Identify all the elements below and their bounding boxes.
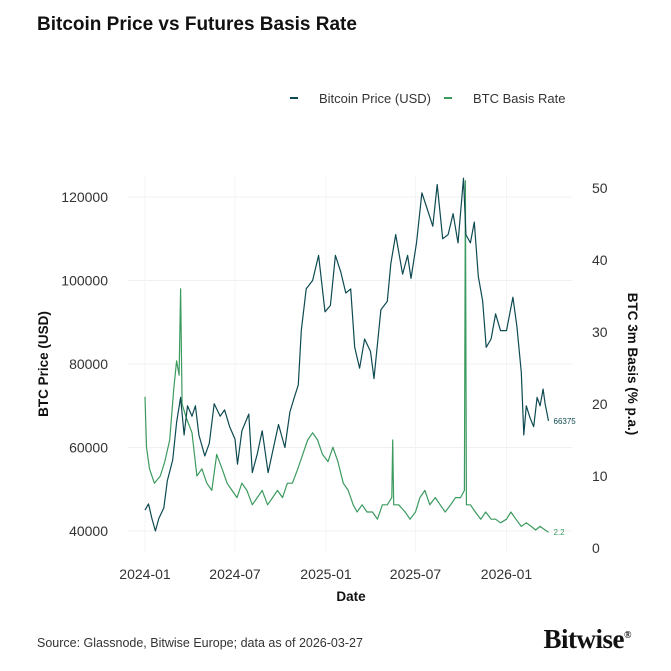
bitwise-logo: Bitwise® xyxy=(543,624,632,654)
source-note: Source: Glassnode, Bitwise Europe; data … xyxy=(37,636,363,650)
y-right-tick-label: 30 xyxy=(592,324,608,340)
legend-label: BTC Basis Rate xyxy=(473,91,565,106)
y-right-tick-label: 50 xyxy=(592,180,608,196)
y-left-tick-label: 80000 xyxy=(69,356,108,372)
y-right-tick-label: 20 xyxy=(592,396,608,412)
axes: 40000 60000 80000 100000 120000 0 10 20 30 40 50 20… xyxy=(36,180,640,604)
y-left-tick-label: 100000 xyxy=(61,273,108,289)
y-left-axis-label: BTC Price (USD) xyxy=(36,311,51,417)
y-left-tick-label: 120000 xyxy=(61,189,108,205)
x-tick-label: 2025-07 xyxy=(390,566,442,582)
chart-title: Bitcoin Price vs Futures Basis Rate xyxy=(37,14,357,35)
x-tick-label: 2024-07 xyxy=(209,566,261,582)
y-right-axis-label: BTC 3m Basis (% p.a.) xyxy=(625,293,640,436)
y-left-tick-label: 40000 xyxy=(69,523,108,539)
legend-label: Bitcoin Price (USD) xyxy=(319,91,431,106)
y-right-tick-label: 10 xyxy=(592,468,608,484)
y-right-tick-label: 40 xyxy=(592,252,608,268)
y-right-tick-label: 0 xyxy=(592,540,600,556)
x-tick-label: 2026-01 xyxy=(481,566,533,582)
x-tick-label: 2024-01 xyxy=(119,566,171,582)
y-left-tick-label: 60000 xyxy=(69,440,108,456)
legend: Bitcoin Price (USD) BTC Basis Rate xyxy=(290,91,565,106)
basis-end-label: 2.2 xyxy=(554,528,566,537)
gridlines xyxy=(128,175,572,553)
x-tick-label: 2025-01 xyxy=(300,566,352,582)
series-lines: 2.2 66375 xyxy=(144,177,577,537)
basis-rate-line xyxy=(144,180,549,533)
price-end-label: 66375 xyxy=(554,417,577,426)
x-axis-label: Date xyxy=(336,589,366,604)
